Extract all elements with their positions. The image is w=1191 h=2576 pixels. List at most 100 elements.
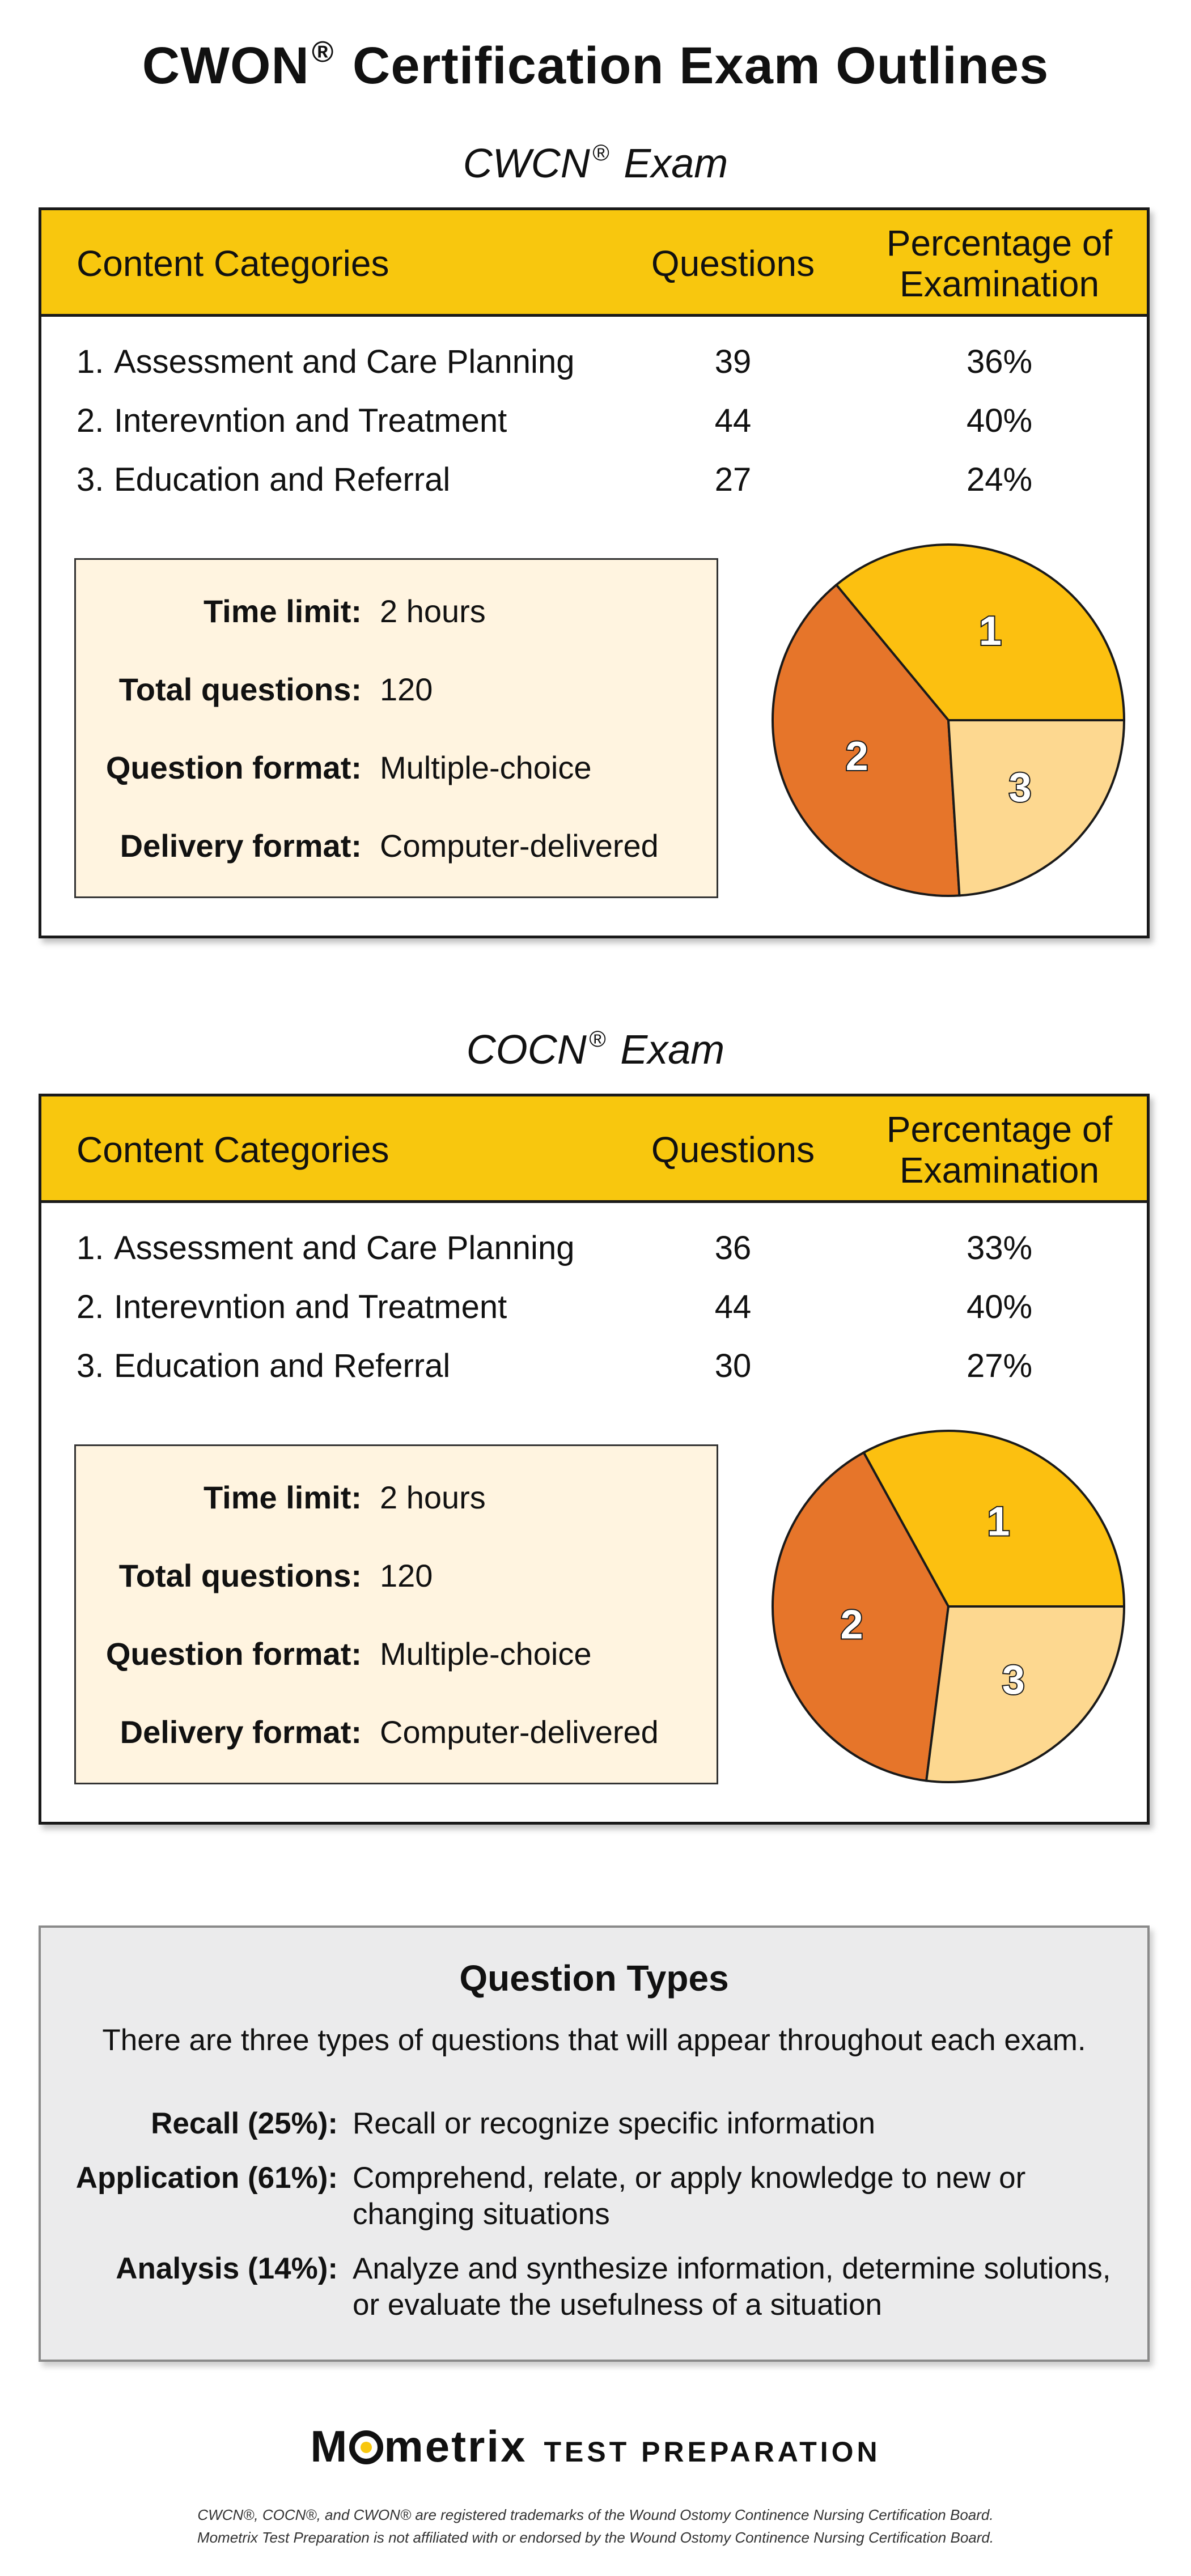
table-row: 3. Education and Referral 30 27% <box>41 1347 1147 1404</box>
exam-panel-cocn: Content Categories Questions Percentage … <box>39 1094 1150 1825</box>
pie-slice-3 <box>925 1605 1126 1783</box>
row-label: Interevntion and Treatment <box>114 1289 507 1325</box>
row-label: Assessment and Care Planning <box>114 1230 575 1266</box>
row-number: 2. <box>77 1289 104 1325</box>
question-types-panel: Question Types There are three types of … <box>39 1925 1150 2362</box>
exam-info-box: Time limit: 2 hours Total questions: 120… <box>74 558 718 898</box>
info-total-questions: Total questions: 120 <box>76 671 717 716</box>
page-title: CWON® Certification Exam Outlines <box>0 35 1191 96</box>
info-label: Time limit: <box>203 1480 362 1515</box>
info-value: 120 <box>380 671 433 707</box>
exam-suffix: Exam <box>620 1027 725 1073</box>
info-time-limit: Time limit: 2 hours <box>76 593 717 638</box>
table-row: 1. Assessment and Care Planning 36 33% <box>41 1229 1147 1286</box>
logo-brand-m: M <box>310 2421 349 2471</box>
header-questions: Questions <box>651 243 815 284</box>
question-type-description: Recall or recognize specific information <box>353 2107 876 2140</box>
logo-o-mark-icon <box>349 2430 384 2464</box>
logo-brand: M metrix <box>310 2421 527 2471</box>
pie-slice-2 <box>772 1451 950 1782</box>
row-questions: 36 <box>714 1230 752 1266</box>
pie-slice-1 <box>834 543 1126 721</box>
page-title-rest: Certification Exam Outlines <box>352 37 1049 95</box>
pie-slice-label: 2 <box>846 734 868 779</box>
pie-slice-1 <box>862 1430 1126 1608</box>
exam-suffix: Exam <box>624 141 728 186</box>
exam-panel-cwcn: Content Categories Questions Percentage … <box>39 207 1150 938</box>
question-type-description: Analyze and synthesize information, dete… <box>353 2252 1111 2322</box>
row-label: Education and Referral <box>114 1347 451 1384</box>
table-header: Content Categories Questions Percentage … <box>41 210 1147 317</box>
table-row: 1. Assessment and Care Planning 39 36% <box>41 343 1147 399</box>
info-total-questions: Total questions: 120 <box>76 1557 717 1602</box>
logo-brand-rest: metrix <box>384 2421 527 2471</box>
registered-mark: ® <box>588 1027 606 1052</box>
info-label: Delivery format: <box>120 828 362 864</box>
header-content-categories: Content Categories <box>77 243 389 284</box>
info-label: Delivery format: <box>120 1714 362 1750</box>
page-title-main: CWON <box>142 37 310 95</box>
question-types-intro: There are three types of questions that … <box>102 2024 1086 2057</box>
row-number: 2. <box>77 402 104 439</box>
affiliation-note: Mometrix Test Preparation is not affilia… <box>197 2529 994 2546</box>
exam-name: CWCN <box>463 141 590 186</box>
info-value: 2 hours <box>380 593 486 629</box>
row-label: Interevntion and Treatment <box>114 402 507 439</box>
row-label: Assessment and Care Planning <box>114 343 575 380</box>
info-label: Question format: <box>105 750 362 785</box>
table-row: 2. Interevntion and Treatment 44 40% <box>41 1288 1147 1345</box>
table-header: Content Categories Questions Percentage … <box>41 1096 1147 1203</box>
pie-slice-label: 1 <box>987 1499 1010 1545</box>
info-value: Multiple-choice <box>380 750 592 785</box>
row-percentage: 27% <box>966 1347 1033 1384</box>
row-number: 1. <box>77 1230 104 1266</box>
info-value: 2 hours <box>380 1480 486 1515</box>
header-percentage-line1: Percentage of <box>886 223 1113 263</box>
header-percentage-line2: Examination <box>899 1150 1100 1191</box>
info-value: 120 <box>380 1558 433 1593</box>
table-row: 2. Interevntion and Treatment 44 40% <box>41 402 1147 458</box>
row-percentage: 40% <box>966 402 1033 439</box>
info-delivery-format: Delivery format: Computer-delivered <box>76 827 717 873</box>
exam-title-cwcn: CWCN ® Exam <box>0 141 1191 187</box>
info-value: Computer-delivered <box>380 1714 659 1750</box>
row-percentage: 24% <box>966 461 1033 498</box>
registered-mark: ® <box>312 36 334 69</box>
info-label: Question format: <box>105 1636 362 1672</box>
info-label: Total questions: <box>118 671 362 707</box>
registered-mark: ® <box>592 141 609 165</box>
row-questions: 44 <box>714 402 752 439</box>
row-questions: 30 <box>714 1347 752 1384</box>
info-label: Time limit: <box>203 593 362 629</box>
trademark-note: CWCN®, COCN®, and CWON® are registered t… <box>197 2506 994 2523</box>
pie-chart-cwcn: 1 2 3 <box>772 543 1126 897</box>
question-type-label: Recall (25%): <box>151 2107 338 2140</box>
header-percentage-line2: Examination <box>899 263 1100 304</box>
row-number: 1. <box>77 343 104 380</box>
info-question-format: Question format: Multiple-choice <box>76 749 717 794</box>
question-type-label: Application (61%): <box>75 2161 338 2195</box>
pie-slice-label: 3 <box>1009 765 1032 810</box>
exam-name: COCN <box>466 1027 587 1073</box>
header-percentage-line1: Percentage of <box>886 1109 1113 1150</box>
question-type-label: Analysis (14%): <box>116 2252 338 2285</box>
pie-slice-label: 2 <box>840 1602 863 1648</box>
row-percentage: 36% <box>966 343 1033 380</box>
row-questions: 44 <box>714 1289 752 1325</box>
mometrix-logo: M metrix TEST PREPARATION <box>0 2421 1191 2472</box>
exam-title-cocn: COCN ® Exam <box>0 1027 1191 1073</box>
header-percentage: Percentage of Examination <box>852 1109 1147 1191</box>
row-questions: 27 <box>714 461 752 498</box>
header-content-categories: Content Categories <box>77 1129 389 1170</box>
info-label: Total questions: <box>118 1558 362 1593</box>
question-type-description: Comprehend, relate, or apply knowledge t… <box>353 2161 1026 2231</box>
exam-info-box: Time limit: 2 hours Total questions: 120… <box>74 1444 718 1784</box>
row-number: 3. <box>77 1347 104 1384</box>
row-questions: 39 <box>714 343 752 380</box>
pie-slice-2 <box>772 583 961 897</box>
pie-slice-label: 1 <box>979 609 1002 654</box>
pie-chart-cocn: 1 2 3 <box>772 1430 1126 1783</box>
row-label: Education and Referral <box>114 461 451 498</box>
table-row: 3. Education and Referral 27 24% <box>41 461 1147 517</box>
row-number: 3. <box>77 461 104 498</box>
